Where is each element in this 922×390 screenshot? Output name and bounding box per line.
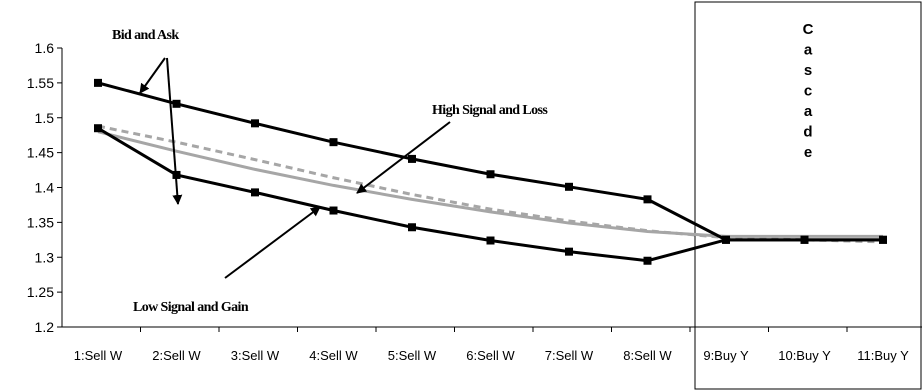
cascade-letter: a — [804, 103, 813, 120]
series-marker — [329, 138, 338, 147]
y-tick-label: 1.3 — [35, 249, 55, 265]
series-marker — [486, 170, 495, 179]
series-marker — [172, 99, 181, 108]
chart-axes: 1.2 1.25 1.3 1.35 1.4 1.45 1.5 1.55 1.6 1:Sell W 2… — [27, 40, 922, 363]
x-tick-label: 2:Sell W — [152, 348, 201, 363]
x-tick-label: 7:Sell W — [545, 348, 594, 363]
series-marker — [251, 119, 259, 128]
cascade-letter: e — [804, 144, 812, 161]
cascade-letter: s — [804, 62, 812, 79]
cascade-letter: c — [804, 83, 812, 100]
arrow-bid-ask-lower — [166, 57, 183, 205]
y-tick-label: 1.45 — [27, 145, 54, 161]
series-marker — [565, 247, 573, 256]
series-marker — [800, 235, 809, 244]
x-tick-label: 5:Sell W — [388, 348, 437, 363]
cascade-letter: C — [803, 21, 814, 38]
series-marker — [329, 206, 338, 215]
series-marker — [94, 78, 102, 87]
x-tick-label: 11:Buy Y — [857, 348, 909, 363]
series-marker — [643, 195, 652, 204]
series-marker — [94, 124, 102, 133]
x-tick-label: 4:Sell W — [309, 348, 358, 363]
series-marker — [486, 236, 495, 245]
series-marker — [879, 235, 887, 244]
series-marker — [408, 154, 416, 163]
series-marker — [408, 223, 416, 232]
cascade-letter: d — [803, 124, 812, 141]
annotation-layer: Bid and Ask High Signal and Loss Low Sig… — [112, 28, 549, 315]
y-tick-label: 1.55 — [27, 75, 54, 91]
y-tick-label: 1.4 — [35, 180, 55, 196]
y-tick-label: 1.35 — [27, 214, 54, 230]
x-tick-label: 9:Buy Y — [703, 348, 749, 363]
x-tick-label: 6:Sell W — [466, 348, 515, 363]
series-line-gray — [97, 130, 883, 238]
x-tick-label: 3:Sell W — [231, 348, 280, 363]
series-marker — [565, 182, 573, 191]
arrow-low-signal-gain — [224, 206, 321, 279]
annotation-low-signal-gain: Low Signal and Gain — [133, 300, 249, 315]
annotation-bid-ask: Bid and Ask — [112, 28, 179, 43]
arrow-bid-ask-upper — [139, 57, 166, 94]
x-tick-label: 1:Sell W — [74, 348, 123, 363]
series-marker — [251, 188, 259, 197]
series-marker — [722, 235, 730, 244]
y-tick-label: 1.2 — [35, 319, 55, 335]
x-tick-label: 10:Buy Y — [778, 348, 831, 363]
cascade-box — [694, 1, 922, 390]
y-tick-label: 1.5 — [35, 110, 55, 126]
arrow-high-signal-loss — [356, 121, 451, 194]
cascade-letter: a — [804, 42, 813, 59]
series-layer — [94, 78, 887, 265]
annotation-high-signal-loss: High Signal and Loss — [432, 103, 548, 118]
series-marker — [643, 256, 652, 265]
y-tick-label: 1.25 — [27, 284, 54, 300]
x-tick-label: 8:Sell W — [623, 348, 672, 363]
y-tick-label: 1.6 — [35, 40, 55, 56]
